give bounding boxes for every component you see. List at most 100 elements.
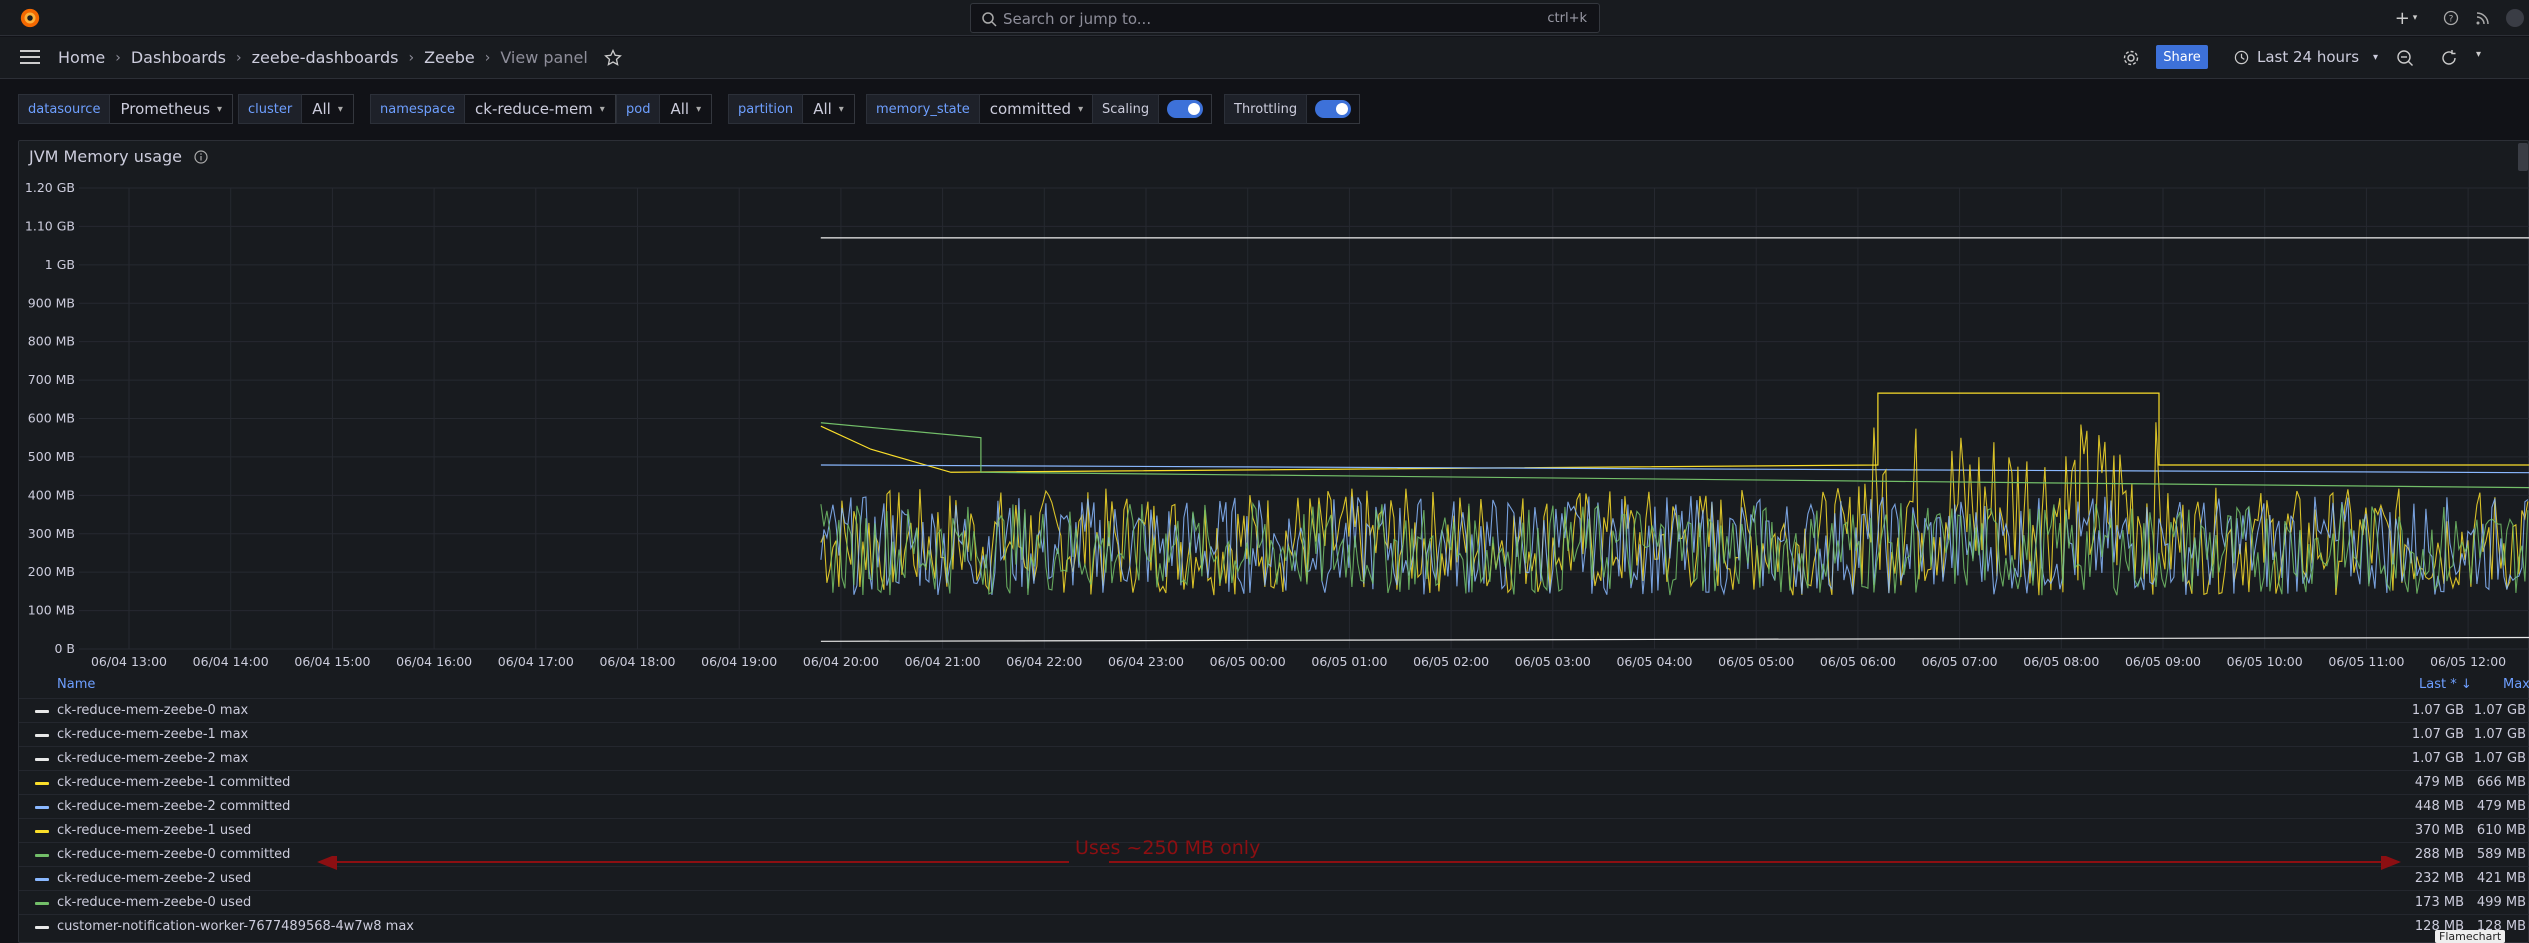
user-avatar[interactable] <box>2502 6 2528 30</box>
legend-row[interactable]: customer-notification-worker-7677489568-… <box>19 914 2529 938</box>
legend-col-name[interactable]: Name <box>57 677 96 692</box>
legend-row[interactable]: ck-reduce-mem-zeebe-0 max 1.07 GB 1.07 GB <box>19 698 2529 722</box>
legend-header: Name Last * ↓ Max <box>19 674 2529 696</box>
x-tick-label: 06/05 04:00 <box>1616 654 1692 669</box>
legend-series-name[interactable]: ck-reduce-mem-zeebe-2 max <box>57 751 249 766</box>
refresh-icon[interactable] <box>2440 49 2458 67</box>
variable-namespace[interactable]: namespace ck-reduce-mem ▾ <box>370 94 616 124</box>
legend-last-value: 448 MB <box>2414 799 2464 814</box>
breadcrumb-dashboard[interactable]: Zeebe <box>424 48 475 67</box>
breadcrumb-current: View panel <box>500 48 588 67</box>
legend-col-max[interactable]: Max <box>2503 677 2529 692</box>
y-tick-label: 600 MB <box>28 411 75 426</box>
legend-series-name[interactable]: ck-reduce-mem-zeebe-0 committed <box>57 847 291 862</box>
legend-row[interactable]: ck-reduce-mem-zeebe-1 committed 479 MB 666… <box>19 770 2529 794</box>
chevron-right-icon: › <box>408 49 415 66</box>
help-icon[interactable]: ? <box>2438 6 2464 30</box>
legend-max-value: 421 MB <box>2476 871 2526 886</box>
variable-datasource[interactable]: datasource Prometheus ▾ <box>18 94 234 124</box>
chevron-down-icon: ▾ <box>838 103 844 115</box>
legend-last-value: 479 MB <box>2414 775 2464 790</box>
legend-series-name[interactable]: ck-reduce-mem-zeebe-0 max <box>57 703 249 718</box>
legend-last-value: 1.07 GB <box>2411 751 2464 766</box>
x-tick-label: 06/05 09:00 <box>2125 654 2201 669</box>
legend-series-name[interactable]: ck-reduce-mem-zeebe-2 committed <box>57 799 291 814</box>
search-placeholder: Search or jump to... <box>1003 10 1152 28</box>
legend-max-value: 1.07 GB <box>2473 727 2526 742</box>
chevron-right-icon: › <box>236 49 242 66</box>
news-feed-icon[interactable] <box>2470 6 2496 30</box>
legend-last-value: 1.07 GB <box>2411 727 2464 742</box>
variable-partition[interactable]: partition All ▾ <box>728 94 855 124</box>
legend-swatch <box>35 758 49 761</box>
legend-row[interactable]: ck-reduce-mem-zeebe-0 committed 288 MB 589… <box>19 842 2529 866</box>
jvm-memory-chart[interactable]: 0 B 100 MB 200 MB 300 MB 400 MB 500 MB 600 MB 7… <box>19 141 2529 671</box>
toggle-throttling[interactable]: Throttling <box>1224 94 1361 124</box>
chevron-right-icon: › <box>115 49 121 66</box>
legend-swatch <box>35 806 49 809</box>
info-icon[interactable] <box>194 149 208 164</box>
toggle-scaling[interactable]: Scaling <box>1092 94 1213 124</box>
zoom-out-icon[interactable] <box>2396 49 2414 67</box>
nav-bar: Home › Dashboards › zeebe-dashboards › Z… <box>0 37 2529 79</box>
legend-max-value: 610 MB <box>2476 823 2526 838</box>
clock-icon <box>2234 50 2249 64</box>
x-tick-label: 06/04 17:00 <box>498 654 574 669</box>
y-tick-label: 200 MB <box>28 564 75 579</box>
grafana-logo-icon[interactable] <box>18 7 42 29</box>
legend-series-name[interactable]: ck-reduce-mem-zeebe-1 used <box>57 823 252 838</box>
x-tick-label: 06/05 07:00 <box>1922 654 1998 669</box>
sort-desc-icon: ↓ <box>2460 677 2472 692</box>
flamechart-tab[interactable]: Flamechart <box>2435 930 2506 943</box>
legend-row[interactable]: ck-reduce-mem-zeebe-1 used 370 MB 610 MB <box>19 818 2529 842</box>
variable-cluster[interactable]: cluster All ▾ <box>238 94 354 124</box>
settings-gear-icon[interactable] <box>2122 49 2140 67</box>
legend-row[interactable]: ck-reduce-mem-zeebe-0 used 173 MB 499 MB <box>19 890 2529 914</box>
legend-row[interactable]: ck-reduce-mem-zeebe-2 max 1.07 GB 1.07 GB <box>19 746 2529 770</box>
add-new-button[interactable]: + ▾ <box>2394 7 2418 29</box>
menu-icon[interactable] <box>20 49 40 65</box>
legend-series-name[interactable]: ck-reduce-mem-zeebe-0 used <box>57 895 252 910</box>
legend-row[interactable]: ck-reduce-mem-zeebe-2 used 232 MB 421 MB <box>19 866 2529 890</box>
legend-series-name[interactable]: ck-reduce-mem-zeebe-1 max <box>57 727 249 742</box>
variable-memory-state[interactable]: memory_state committed ▾ <box>866 94 1095 124</box>
legend-max-value: 1.07 GB <box>2473 751 2526 766</box>
breadcrumb-dashboards[interactable]: Dashboards <box>130 48 226 67</box>
y-tick-label: 0 B <box>54 641 75 656</box>
refresh-interval-dropdown[interactable]: ▾ <box>2476 49 2482 60</box>
legend-row[interactable]: ck-reduce-mem-zeebe-2 committed 448 MB 479… <box>19 794 2529 818</box>
y-tick-label: 400 MB <box>28 487 75 502</box>
legend-row[interactable]: ck-reduce-mem-zeebe-1 max 1.07 GB 1.07 GB <box>19 722 2529 746</box>
panel-scrollbar[interactable] <box>2518 143 2528 171</box>
x-tick-label: 06/05 01:00 <box>1311 654 1387 669</box>
search-input[interactable]: Search or jump to... ctrl+k <box>970 3 1600 33</box>
x-tick-label: 06/05 06:00 <box>1820 654 1896 669</box>
breadcrumb-folder[interactable]: zeebe-dashboards <box>251 48 399 67</box>
legend-swatch <box>35 830 49 833</box>
breadcrumb-home[interactable]: Home <box>58 48 106 67</box>
throttling-switch[interactable] <box>1315 100 1352 118</box>
y-tick-label: 500 MB <box>28 449 75 464</box>
legend-max-value: 479 MB <box>2476 799 2526 814</box>
y-tick-label: 300 MB <box>28 526 75 541</box>
x-tick-label: 06/05 03:00 <box>1515 654 1591 669</box>
x-tick-label: 06/05 08:00 <box>2023 654 2099 669</box>
legend-last-value: 173 MB <box>2414 895 2464 910</box>
legend-max-value: 666 MB <box>2476 775 2526 790</box>
legend-series-name[interactable]: ck-reduce-mem-zeebe-2 used <box>57 871 252 886</box>
legend-max-value: 1.07 GB <box>2473 703 2526 718</box>
share-button[interactable]: Share <box>2156 45 2208 69</box>
legend-col-last[interactable]: Last * ↓ <box>2419 677 2472 692</box>
legend-series-name[interactable]: ck-reduce-mem-zeebe-1 committed <box>57 775 291 790</box>
legend-series-name[interactable]: customer-notification-worker-7677489568-… <box>57 919 415 934</box>
x-tick-label: 06/04 14:00 <box>193 654 269 669</box>
scaling-switch[interactable] <box>1167 100 1204 118</box>
y-tick-label: 100 MB <box>28 603 75 618</box>
star-icon[interactable] <box>603 48 622 67</box>
legend-last-value: 370 MB <box>2414 823 2464 838</box>
x-tick-label: 06/05 05:00 <box>1718 654 1794 669</box>
x-tick-label: 06/05 10:00 <box>2227 654 2303 669</box>
time-range-picker[interactable]: Last 24 hours ▾ <box>2234 45 2378 69</box>
search-shortcut: ctrl+k <box>1547 11 1587 26</box>
variable-pod[interactable]: pod All ▾ <box>616 94 713 124</box>
